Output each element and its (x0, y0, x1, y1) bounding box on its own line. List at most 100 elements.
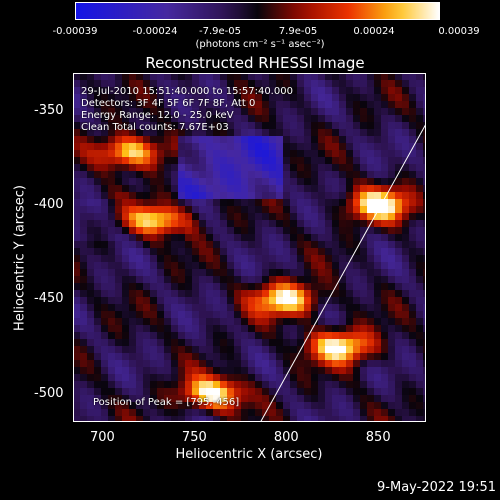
heatmap-cell (255, 129, 263, 137)
heatmap-cell (206, 136, 214, 144)
heatmap-cell (80, 409, 88, 417)
heatmap-cell (234, 234, 242, 242)
heatmap-cell (206, 402, 214, 410)
heatmap-cell (87, 381, 95, 389)
heatmap-cell (283, 395, 291, 403)
heatmap-cell (395, 269, 403, 277)
x-tick-label: 750 (181, 430, 207, 445)
heatmap-cell (262, 304, 270, 312)
heatmap-cell (374, 248, 382, 256)
chart-title: Reconstructed RHESSI Image (145, 54, 365, 72)
heatmap-cell (213, 171, 221, 179)
heatmap-cell (318, 220, 326, 228)
heatmap-cell (234, 353, 242, 361)
heatmap-cell (206, 416, 214, 422)
heatmap-cell (199, 360, 207, 368)
heatmap-cell (115, 318, 123, 326)
heatmap-cell (178, 185, 186, 193)
heatmap-cell (129, 157, 137, 165)
heatmap-cell (269, 248, 277, 256)
heatmap-cell (122, 87, 130, 95)
heatmap-cell (416, 136, 424, 144)
heatmap-cell (346, 311, 354, 319)
heatmap-cell (178, 283, 186, 291)
heatmap-cell (192, 94, 200, 102)
heatmap-cell (171, 255, 179, 263)
heatmap-cell (304, 129, 312, 137)
heatmap-cell (178, 73, 186, 81)
heatmap-cell (108, 185, 116, 193)
heatmap-cell (129, 73, 137, 81)
heatmap-cell (248, 122, 256, 130)
heatmap-cell (423, 332, 426, 340)
colorbar (75, 2, 440, 20)
heatmap-cell (262, 94, 270, 102)
heatmap-cell (276, 304, 284, 312)
heatmap-cell (416, 276, 424, 284)
heatmap-cell (234, 416, 242, 422)
heatmap-cell (129, 199, 137, 207)
heatmap-cell (325, 409, 333, 417)
heatmap-cell (199, 325, 207, 333)
x-tick-label: 700 (89, 430, 115, 445)
heatmap-cell (402, 311, 410, 319)
heatmap-cell (311, 325, 319, 333)
heatmap-cell (178, 339, 186, 347)
heatmap-cell (157, 73, 165, 81)
heatmap-cell (80, 129, 88, 137)
heatmap-cell (346, 108, 354, 116)
heatmap-cell (388, 262, 396, 270)
heatmap-cell (87, 80, 95, 88)
heatmap-cell (409, 122, 417, 130)
heatmap-cell (360, 416, 368, 422)
heatmap-cell (346, 409, 354, 417)
heatmap-cell (374, 367, 382, 375)
heatmap-cell (248, 255, 256, 263)
heatmap-cell (80, 164, 88, 172)
heatmap-cell (164, 220, 172, 228)
heatmap-cell (143, 171, 151, 179)
heatmap-cell (115, 269, 123, 277)
heatmap-cell (150, 143, 158, 151)
heatmap-cell (255, 318, 263, 326)
heatmap-cell (318, 283, 326, 291)
heatmap-cell (150, 325, 158, 333)
heatmap-cell (248, 353, 256, 361)
heatmap-cell (388, 185, 396, 193)
heatmap-cell (87, 339, 95, 347)
heatmap-cell (311, 290, 319, 298)
heatmap-cell (157, 157, 165, 165)
heatmap-cell (255, 220, 263, 228)
heatmap-cell (241, 290, 249, 298)
heatmap-cell (206, 178, 214, 186)
heatmap-cell (311, 367, 319, 375)
heatmap-cell (248, 318, 256, 326)
heatmap-cell (346, 129, 354, 137)
heatmap-cell (136, 101, 144, 109)
heatmap-cell (360, 220, 368, 228)
heatmap-cell (325, 339, 333, 347)
heatmap-cell (388, 143, 396, 151)
heatmap-cell (108, 241, 116, 249)
heatmap-cell (220, 409, 228, 417)
heatmap-cell (388, 297, 396, 305)
heatmap-cell (269, 129, 277, 137)
heatmap-cell (80, 192, 88, 200)
heatmap-cell (402, 73, 410, 81)
heatmap-cell (178, 332, 186, 340)
heatmap-cell (192, 115, 200, 123)
heatmap-cell (423, 248, 426, 256)
heatmap-cell (332, 80, 340, 88)
heatmap-cell (178, 297, 186, 305)
heatmap-cell (402, 304, 410, 312)
heatmap-cell (388, 255, 396, 263)
heatmap-cell (213, 87, 221, 95)
heatmap-cell (248, 262, 256, 270)
heatmap-cell (94, 311, 102, 319)
heatmap-cell (276, 199, 284, 207)
heatmap-cell (171, 185, 179, 193)
heatmap-cell (227, 73, 235, 81)
heatmap-cell (388, 388, 396, 396)
heatmap-cell (122, 164, 130, 172)
heatmap-cell (213, 381, 221, 389)
